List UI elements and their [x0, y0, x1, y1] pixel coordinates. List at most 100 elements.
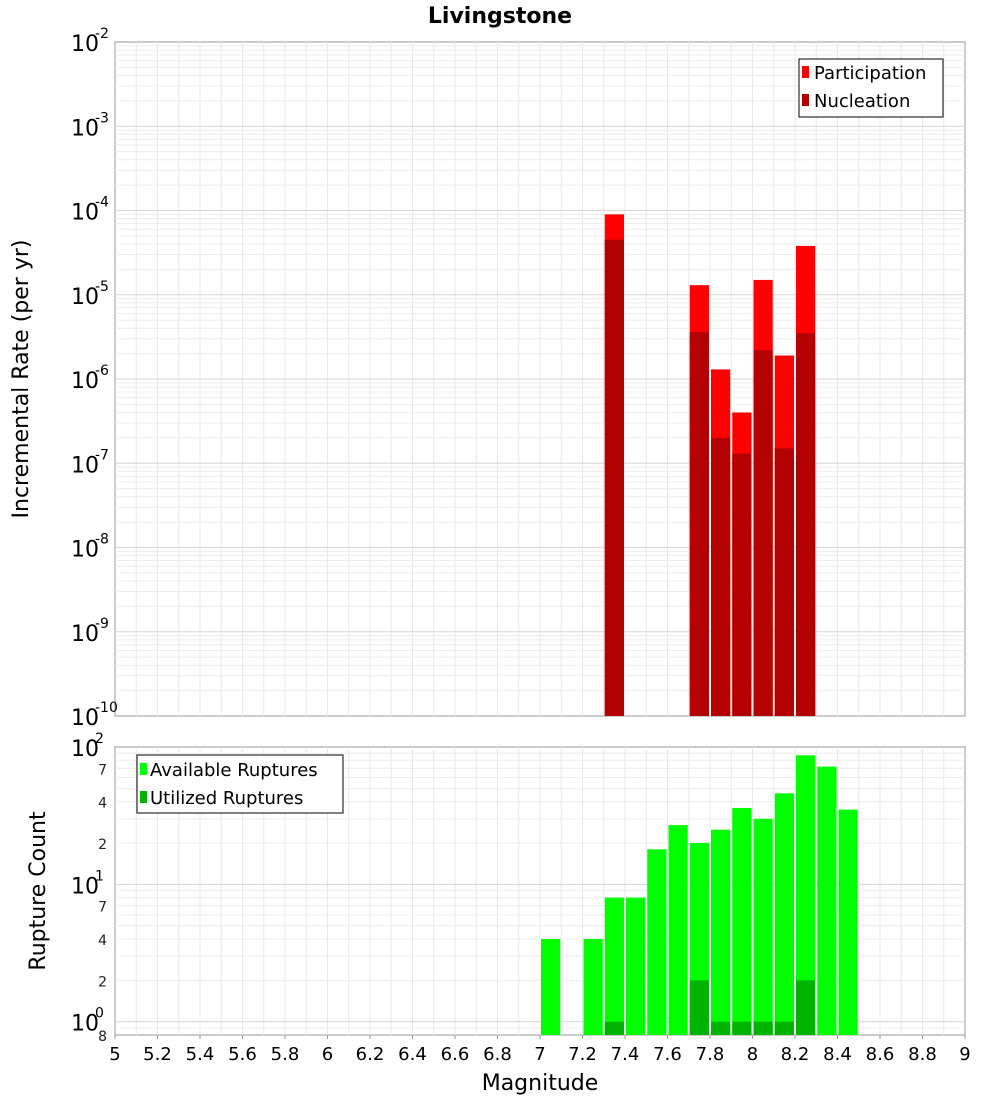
rate-y-tick-label: 10 — [71, 706, 99, 731]
legend-participation-label: Participation — [814, 63, 926, 84]
rate-y-tick-exponent: -4 — [95, 195, 109, 211]
rate-y-tick-exponent: -3 — [95, 110, 109, 126]
x-tick-label: 6 — [322, 1044, 333, 1065]
count-y-tick-exponent: 1 — [95, 868, 104, 884]
x-tick-label: 7.4 — [611, 1044, 640, 1065]
x-tick-label: 6.2 — [356, 1044, 385, 1065]
x-tick-label: 5 — [109, 1044, 120, 1065]
count-bar-available-ruptures — [541, 939, 561, 1035]
count-bar-available-ruptures — [711, 829, 731, 1035]
rate-y-tick-exponent: -6 — [95, 363, 109, 379]
count-legend: Available Ruptures Utilized Ruptures — [136, 754, 344, 814]
count-plot-bars — [541, 755, 858, 1035]
x-tick-label: 8.8 — [908, 1044, 937, 1065]
count-y-tick-exponent: 0 — [95, 1006, 104, 1022]
count-legend-box — [136, 754, 344, 814]
rate-y-tick-label: 10 — [71, 622, 99, 647]
x-tick-label: 9 — [959, 1044, 970, 1065]
x-tick-label: 8.4 — [823, 1044, 852, 1065]
x-tick-label: 8.6 — [866, 1044, 895, 1065]
rate-bar-nucleation — [689, 332, 709, 716]
count-y-minor-tick-label: 2 — [98, 974, 107, 990]
rate-bar-nucleation — [604, 239, 624, 716]
count-bar-available-ruptures — [774, 793, 794, 1035]
count-bar-available-ruptures — [838, 809, 858, 1035]
rate-y-tick-label: 10 — [71, 116, 99, 141]
x-tick-label: 6.4 — [398, 1044, 427, 1065]
count-bar-available-ruptures — [668, 825, 688, 1035]
x-tick-label: 7.8 — [696, 1044, 725, 1065]
count-bar-available-ruptures — [626, 897, 646, 1035]
x-axis-label: Magnitude — [482, 1071, 599, 1096]
legend-nucleation-label: Nucleation — [814, 91, 910, 112]
rate-y-tick-label: 10 — [71, 201, 99, 226]
count-bar-available-ruptures — [732, 807, 752, 1035]
rate-bar-nucleation — [796, 333, 816, 716]
count-y-tick-exponent: 2 — [95, 731, 104, 747]
count-bar-available-ruptures — [647, 849, 667, 1035]
x-tick-label: 6.8 — [483, 1044, 512, 1065]
count-bar-utilized-ruptures — [732, 1021, 752, 1035]
count-y-minor-tick-label: 2 — [98, 837, 107, 853]
rate-bar-nucleation — [711, 437, 731, 716]
count-bar-available-ruptures — [796, 755, 816, 1035]
x-tick-label: 5.4 — [186, 1044, 215, 1065]
legend-participation-swatch — [802, 66, 809, 78]
count-y-minor-tick-label: 7 — [98, 762, 107, 778]
count-y-tick-label: 10 — [71, 874, 99, 899]
x-tick-labels: 5 5.2 5.4 5.6 5.8 6 6.2 6.4 6.6 6.8 7 7.2 7.4 7.6 7.8 8… — [109, 1035, 971, 1065]
count-y-tick-label: 10 — [71, 737, 99, 762]
x-tick-label: 8.2 — [781, 1044, 810, 1065]
rate-plot-grid — [115, 42, 965, 716]
count-y-minor-tick-label: 4 — [98, 796, 107, 812]
rate-y-tick-exponent: -7 — [95, 447, 109, 463]
rate-y-tick-label: 10 — [71, 369, 99, 394]
x-tick-label: 7 — [534, 1044, 545, 1065]
count-y-tick-label: 10 — [71, 1012, 99, 1037]
rate-y-tick-label: 10 — [71, 453, 99, 478]
rate-plot-bars — [604, 214, 816, 716]
count-bar-utilized-ruptures — [604, 1021, 624, 1035]
rate-bar-nucleation — [732, 453, 752, 716]
count-y-axis-label: Rupture Count — [26, 811, 51, 971]
count-bar-available-ruptures — [817, 766, 837, 1035]
legend-nucleation-swatch — [802, 94, 809, 106]
count-bar-available-ruptures — [604, 897, 624, 1035]
count-bar-available-ruptures — [583, 939, 603, 1035]
x-tick-label: 6.6 — [441, 1044, 470, 1065]
x-tick-label: 7.6 — [653, 1044, 682, 1065]
x-tick-label: 5.8 — [271, 1044, 300, 1065]
legend-utilized-label: Utilized Ruptures — [150, 788, 303, 809]
legend-available-swatch — [140, 763, 147, 775]
chart-title: Livingstone — [428, 4, 572, 29]
count-bar-utilized-ruptures — [774, 1021, 794, 1035]
count-y-minor-tick-label: 8 — [98, 1029, 107, 1045]
legend-available-label: Available Ruptures — [150, 760, 318, 781]
rate-legend: Participation Nucleation — [798, 58, 944, 118]
rate-y-tick-exponent: -9 — [95, 616, 109, 632]
x-tick-label: 8 — [747, 1044, 758, 1065]
count-bar-utilized-ruptures — [689, 980, 709, 1035]
count-bar-utilized-ruptures — [796, 980, 816, 1035]
legend-utilized-swatch — [140, 791, 147, 803]
x-tick-label: 5.6 — [228, 1044, 257, 1065]
rate-legend-box — [798, 58, 944, 118]
count-bar-available-ruptures — [753, 818, 773, 1035]
rate-y-tick-label: 10 — [71, 285, 99, 310]
rate-bar-nucleation — [774, 448, 794, 716]
x-tick-label: 7.2 — [568, 1044, 597, 1065]
count-bar-utilized-ruptures — [711, 1021, 731, 1035]
rate-y-axis-label: Incremental Rate (per yr) — [9, 240, 34, 519]
count-bar-utilized-ruptures — [753, 1021, 773, 1035]
x-tick-label: 5.2 — [143, 1044, 172, 1065]
rate-y-tick-exponent: -5 — [95, 279, 109, 295]
rate-y-tick-label: 10 — [71, 538, 99, 563]
rate-y-tick-exponent: -2 — [95, 26, 109, 42]
rate-y-tick-label: 10 — [71, 32, 99, 57]
count-y-minor-tick-label: 7 — [98, 900, 107, 916]
